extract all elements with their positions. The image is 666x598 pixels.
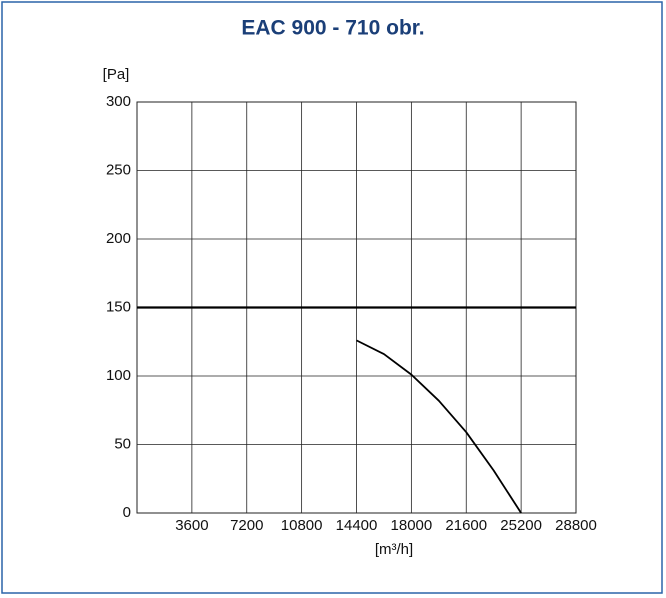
y-tick-label: 250 — [106, 161, 131, 178]
x-tick-label: 14400 — [336, 517, 378, 534]
x-tick-label: 21600 — [445, 517, 487, 534]
chart-title: EAC 900 - 710 obr. — [241, 17, 424, 40]
x-tick-label: 3600 — [175, 517, 208, 534]
y-tick-label: 100 — [106, 367, 131, 384]
y-tick-label: 50 — [114, 435, 131, 452]
y-tick-label: 300 — [106, 93, 131, 110]
x-tick-label: 25200 — [500, 517, 542, 534]
x-tick-label: 7200 — [230, 517, 263, 534]
x-axis-label: [m³/h] — [375, 541, 413, 558]
y-tick-label: 200 — [106, 230, 131, 247]
x-tick-label: 10800 — [281, 517, 323, 534]
x-tick-label: 28800 — [555, 517, 597, 534]
y-tick-label: 150 — [106, 298, 131, 315]
curve — [356, 339, 522, 514]
x-tick-label: 18000 — [391, 517, 433, 534]
y-tick-label: 0 — [123, 504, 131, 521]
y-axis-label: [Pa] — [103, 66, 130, 83]
